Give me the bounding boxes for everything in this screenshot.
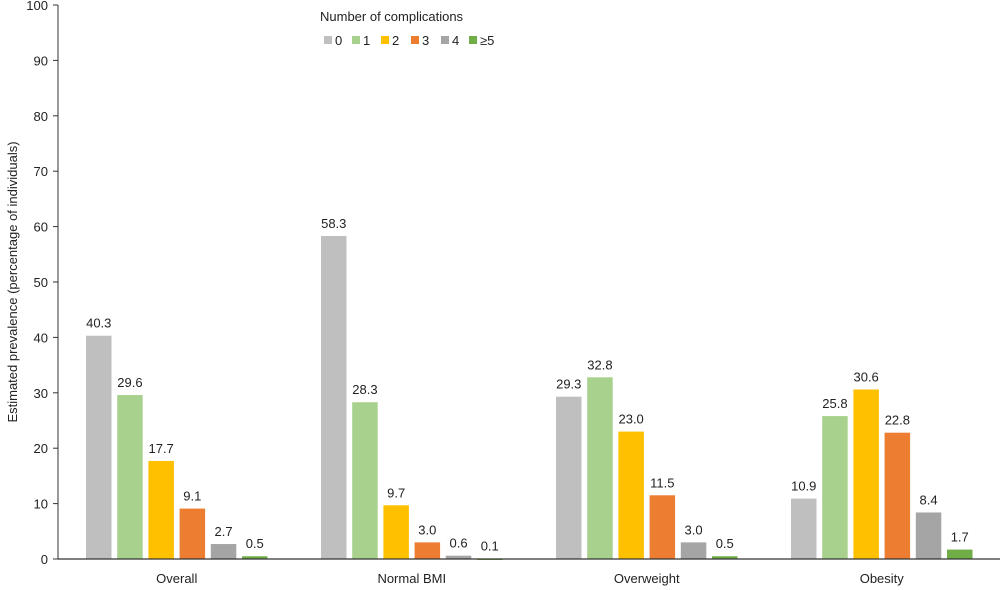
data-label: 1.7 bbox=[951, 530, 969, 545]
data-label: 30.6 bbox=[853, 369, 878, 384]
bar-overall-3 bbox=[179, 508, 206, 559]
bar-overall-4 bbox=[210, 544, 237, 559]
legend: 0 1 2 3 4 ≥5 bbox=[324, 33, 494, 48]
bar-overweight-4 bbox=[680, 542, 707, 559]
data-label: 9.1 bbox=[183, 489, 201, 504]
data-label: 0.5 bbox=[716, 536, 734, 551]
data-label: 25.8 bbox=[822, 396, 847, 411]
data-label: 32.8 bbox=[587, 357, 612, 372]
legend-swatch bbox=[469, 36, 477, 44]
y-tick-label: 90 bbox=[34, 53, 48, 68]
y-axis-label: Estimated prevalence (percentage of indi… bbox=[5, 141, 20, 422]
legend-swatch bbox=[411, 36, 419, 44]
data-label: 3.0 bbox=[685, 522, 703, 537]
y-tick-label: 80 bbox=[34, 109, 48, 124]
y-tick-label: 0 bbox=[41, 552, 48, 567]
data-label: 0.5 bbox=[246, 536, 264, 551]
data-label: 23.0 bbox=[618, 412, 643, 427]
legend-swatch bbox=[324, 36, 332, 44]
legend-title: Number of complications bbox=[320, 9, 464, 24]
bar-normal-bmi-2 bbox=[383, 505, 409, 559]
bar-obesity-1 bbox=[822, 416, 848, 559]
data-label: 9.7 bbox=[387, 485, 405, 500]
y-tick-label: 60 bbox=[34, 220, 48, 235]
y-tick-label: 100 bbox=[26, 0, 48, 13]
data-label: 40.3 bbox=[86, 316, 111, 331]
data-label: 8.4 bbox=[920, 492, 938, 507]
legend-label: 2 bbox=[392, 33, 399, 48]
y-tick-label: 30 bbox=[34, 386, 48, 401]
bar-overweight-2 bbox=[618, 431, 644, 559]
y-tick-label: 40 bbox=[34, 330, 48, 345]
x-tick-label: Overall bbox=[156, 571, 197, 586]
y-axis: 0 10 20 30 40 50 60 70 80 90 100 bbox=[26, 0, 59, 567]
bar-overweight-5 bbox=[712, 556, 738, 559]
bars: 40.3 29.6 17.7 9.1 2.7 0.5 58.3 28.3 9.7 3.0 0.6 0.… bbox=[86, 216, 973, 560]
legend-label: 3 bbox=[422, 33, 429, 48]
x-tick-label: Overweight bbox=[614, 571, 680, 586]
bar-obesity-4 bbox=[915, 512, 942, 559]
data-label: 2.7 bbox=[215, 524, 233, 539]
bar-normal-bmi-1 bbox=[352, 402, 378, 559]
x-tick-label: Obesity bbox=[860, 571, 905, 586]
data-label: 29.6 bbox=[117, 375, 142, 390]
data-label: 3.0 bbox=[418, 522, 436, 537]
data-label: 0.1 bbox=[481, 538, 499, 553]
bar-overweight-0 bbox=[556, 396, 582, 559]
bar-normal-bmi-0 bbox=[321, 236, 347, 559]
data-label: 17.7 bbox=[148, 441, 173, 456]
data-label: 58.3 bbox=[321, 216, 346, 231]
bar-overall-1 bbox=[117, 395, 143, 559]
legend-label: ≥5 bbox=[480, 33, 494, 48]
y-tick-label: 70 bbox=[34, 164, 48, 179]
bar-normal-bmi-4 bbox=[445, 555, 472, 559]
data-label: 22.8 bbox=[885, 413, 910, 428]
data-label: 29.3 bbox=[556, 377, 581, 392]
legend-swatch bbox=[381, 36, 389, 44]
legend-swatch bbox=[441, 36, 449, 44]
data-label: 28.3 bbox=[352, 382, 377, 397]
data-label: 0.6 bbox=[450, 536, 468, 551]
bar-obesity-0 bbox=[791, 498, 817, 559]
bar-normal-bmi-3 bbox=[414, 542, 441, 559]
legend-label: 0 bbox=[335, 33, 342, 48]
data-label: 10.9 bbox=[791, 479, 816, 494]
y-tick-label: 50 bbox=[34, 275, 48, 290]
legend-label: 1 bbox=[363, 33, 370, 48]
data-label: 11.5 bbox=[650, 475, 674, 490]
bar-overall-0 bbox=[86, 335, 112, 559]
bar-overall-2 bbox=[148, 460, 174, 559]
bar-overweight-3 bbox=[649, 495, 676, 559]
bar-obesity-2 bbox=[853, 389, 879, 559]
legend-swatch bbox=[352, 36, 360, 44]
bar-obesity-5 bbox=[947, 549, 973, 559]
x-tick-label: Normal BMI bbox=[377, 571, 446, 586]
bar-overall-5 bbox=[242, 556, 268, 559]
y-tick-label: 10 bbox=[34, 497, 48, 512]
legend-label: 4 bbox=[452, 33, 459, 48]
x-axis: Overall Normal BMI Overweight Obesity bbox=[58, 558, 1000, 586]
bar-overweight-1 bbox=[587, 377, 613, 559]
bar-obesity-3 bbox=[884, 432, 911, 559]
y-tick-label: 20 bbox=[34, 441, 48, 456]
